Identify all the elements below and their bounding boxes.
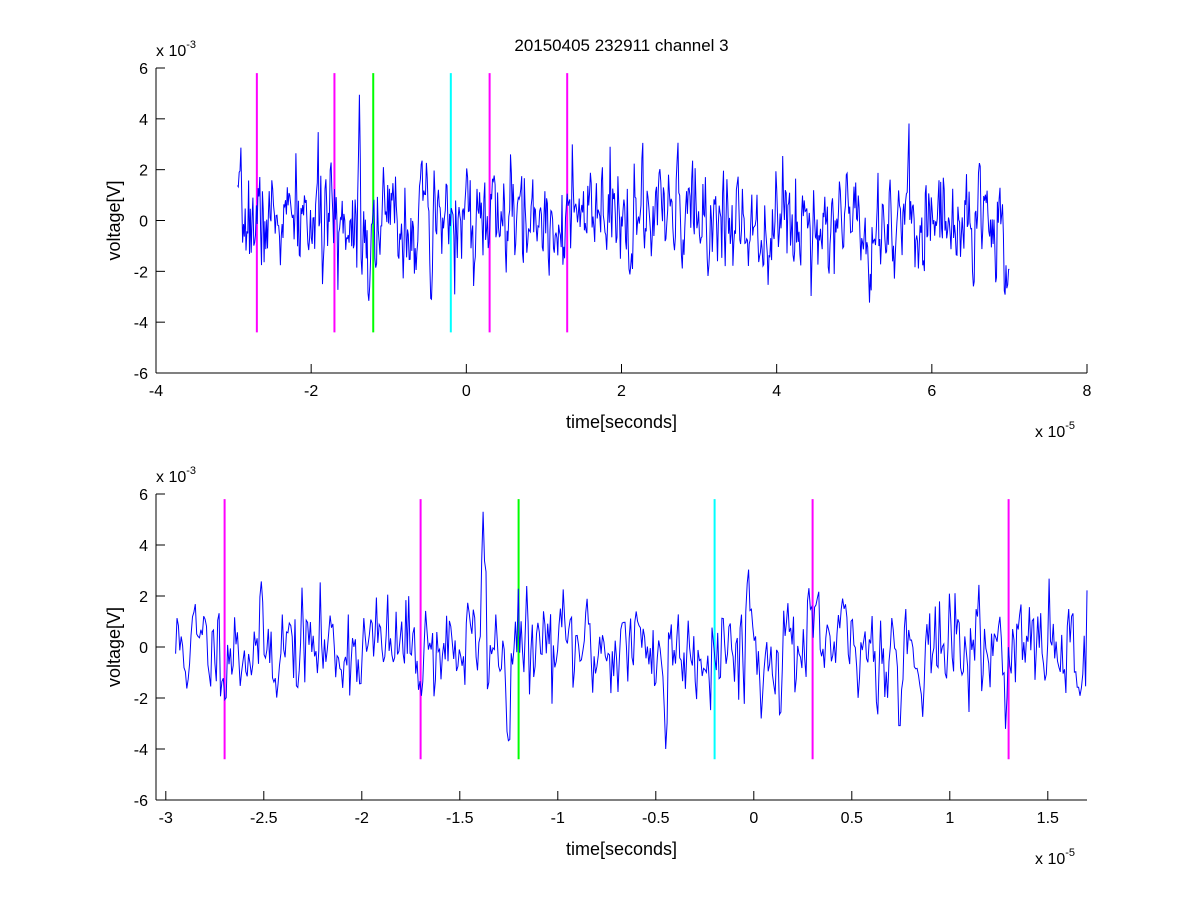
y-tick-label: 6	[139, 487, 148, 504]
x-tick-label: 0	[462, 383, 471, 400]
voltage-series-line	[175, 511, 1088, 750]
y-axis-multiplier-top: x 10-3	[156, 39, 196, 60]
y-multiplier-base-bottom: x 10	[156, 469, 186, 486]
x-axis-multiplier-top: x 10-5	[1035, 420, 1075, 441]
y-multiplier-base-top: x 10	[156, 43, 186, 60]
x-axis-label-top: time[seconds]	[566, 412, 677, 432]
x-tick-label: -1	[551, 810, 565, 827]
x-multiplier-exponent-top: -5	[1065, 420, 1075, 432]
x-tick-label: 1.5	[1037, 810, 1059, 827]
voltage-trace-bottom	[175, 511, 1088, 750]
axes-bottom: -3 -2.5 -2 -1.5 -1 -0.5 0 0.5 1 1.5 -6 -4 -2 0 2 4 6	[134, 487, 1087, 827]
x-tick-label: -2	[355, 810, 369, 827]
x-tick-label: -0.5	[642, 810, 670, 827]
y-axis-multiplier-bottom: x 10-3	[156, 465, 196, 486]
x-tick-label: -2	[304, 383, 318, 400]
y-tick-label: -6	[134, 366, 148, 383]
y-axis-label-bottom: voltage[V]	[104, 607, 124, 687]
y-tick-label: 4	[139, 538, 148, 555]
y-multiplier-exponent-bottom: -3	[186, 465, 196, 477]
y-tick-label: -2	[134, 691, 148, 708]
y-tick-label: -6	[134, 793, 148, 810]
y-tick-label: 0	[139, 214, 148, 231]
x-axis-multiplier-bottom: x 10-5	[1035, 847, 1075, 868]
y-multiplier-exponent-top: -3	[186, 39, 196, 51]
x-tick-label: 1	[945, 810, 954, 827]
chart-title: 20150405 232911 channel 3	[514, 36, 728, 55]
voltage-trace-top	[237, 94, 1010, 303]
x-multiplier-exponent-bottom: -5	[1065, 847, 1075, 859]
voltage-series-line	[237, 94, 1010, 303]
y-tick-label: -4	[134, 315, 148, 332]
y-tick-label: 6	[139, 61, 148, 78]
y-tick-label: 0	[139, 640, 148, 657]
x-tick-label: -1.5	[446, 810, 474, 827]
plot-panel-bottom: -3 -2.5 -2 -1.5 -1 -0.5 0 0.5 1 1.5 -6 -4 -2 0 2 4 6 tim…	[104, 465, 1088, 868]
x-tick-label: 6	[927, 383, 936, 400]
y-tick-label: -4	[134, 742, 148, 759]
x-tick-label: 0.5	[841, 810, 863, 827]
y-axis-label-top: voltage[V]	[104, 180, 124, 260]
y-tick-label: 4	[139, 112, 148, 129]
x-tick-label: 4	[772, 383, 781, 400]
x-tick-label: -2.5	[250, 810, 278, 827]
x-axis-label-bottom: time[seconds]	[566, 839, 677, 859]
x-multiplier-base-top: x 10	[1035, 424, 1065, 441]
y-tick-label: 2	[139, 163, 148, 180]
x-tick-label: 2	[617, 383, 626, 400]
y-tick-label: -2	[134, 264, 148, 281]
x-multiplier-base-bottom: x 10	[1035, 851, 1065, 868]
x-tick-label: -4	[149, 383, 163, 400]
y-tick-label: 2	[139, 589, 148, 606]
x-tick-label: -3	[159, 810, 173, 827]
x-tick-label: 8	[1083, 383, 1092, 400]
x-tick-label: 0	[749, 810, 758, 827]
